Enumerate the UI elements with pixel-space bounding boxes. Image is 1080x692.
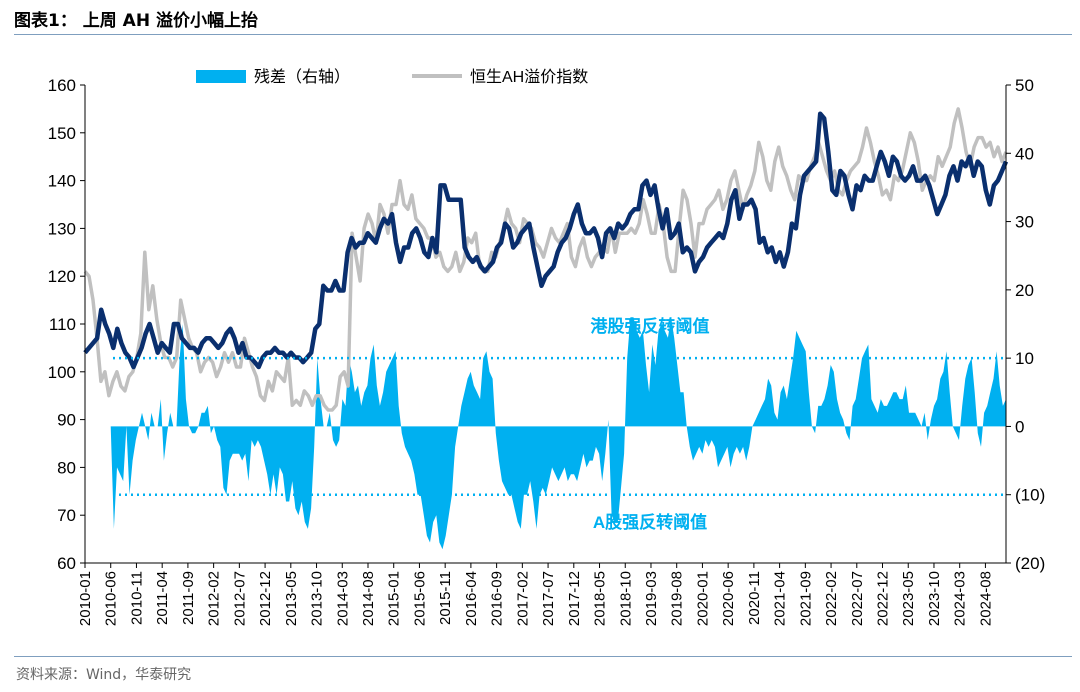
- x-tick-label: 2022-02: [823, 571, 840, 626]
- hk-threshold-label: 港股强反转阈值: [591, 316, 710, 336]
- legend: 残差（右轴） 恒生AH溢价指数: [196, 68, 588, 86]
- left-tick-label: 60: [57, 554, 76, 573]
- left-tick-label: 110: [49, 315, 76, 334]
- threshold-layer: 港股强反转阈值 A股强反转阈值: [113, 316, 1006, 532]
- left-tick-label: 140: [48, 172, 76, 191]
- left-tick-label: 70: [57, 506, 76, 525]
- x-tick-label: 2020-11: [746, 571, 763, 625]
- x-tick-label: 2014-03: [334, 571, 351, 626]
- left-tick-label: 80: [57, 458, 76, 477]
- x-tick-label: 2019-08: [669, 571, 686, 626]
- source-note: 资料来源：Wind，华泰研究: [16, 667, 192, 683]
- left-tick-label: 100: [48, 363, 76, 382]
- x-tick-label: 2024-03: [952, 571, 969, 626]
- x-tick-label: 2021-04: [772, 571, 789, 626]
- x-tick-label: 2015-06: [411, 571, 428, 626]
- right-tick-label: 20: [1015, 281, 1034, 300]
- spread-area: [110, 317, 1006, 550]
- spread-area-layer: [110, 317, 1006, 550]
- x-tick-label: 2012-02: [206, 571, 223, 626]
- legend-label-spread: 残差（右轴）: [254, 68, 350, 86]
- x-tick-label: 2018-05: [592, 571, 609, 626]
- right-tick-label: 10: [1015, 349, 1034, 368]
- x-tick-label: 2014-08: [360, 571, 377, 626]
- header-divider: [14, 34, 1072, 35]
- x-tick-label: 2021-09: [797, 571, 814, 626]
- left-tick-label: 90: [57, 411, 76, 430]
- x-tick-label: 2010-11: [129, 571, 146, 625]
- dark-blue-line: [83, 111, 1009, 370]
- right-tick-label: 50: [1015, 76, 1034, 95]
- legend-swatch-spread: [196, 70, 246, 83]
- x-tick-label: 2016-04: [463, 571, 480, 626]
- x-tick-label: 2011-04: [154, 571, 171, 625]
- left-tick-label: 150: [48, 124, 76, 143]
- x-tick-label: 2023-05: [900, 571, 917, 626]
- x-tick-label: 2019-03: [643, 571, 660, 626]
- x-tick-label: 2022-12: [875, 571, 892, 626]
- left-tick-label: 120: [48, 267, 76, 286]
- x-tick-label: 2013-05: [283, 571, 300, 626]
- right-tick-label: (20): [1015, 554, 1045, 573]
- x-tick-label: 2012-12: [257, 571, 274, 626]
- left-tick-label: 160: [48, 76, 76, 95]
- main-line-layer: [83, 111, 1009, 370]
- left-tick-label: 130: [48, 219, 76, 238]
- figure-title: 图表1： 上周 AH 溢价小幅上抬: [14, 11, 258, 31]
- x-tick-label: 2018-10: [617, 571, 634, 626]
- x-tick-label: 2015-01: [386, 571, 403, 626]
- ah-index-line-layer: [83, 107, 1008, 412]
- footer-divider: [14, 656, 1072, 657]
- x-tick-label: 2010-06: [103, 571, 120, 626]
- right-tick-label: 40: [1015, 144, 1034, 163]
- x-tick-label: 2022-07: [849, 571, 866, 626]
- x-tick-label: 2017-02: [514, 571, 531, 626]
- right-tick-label: 0: [1015, 417, 1024, 436]
- x-tick-label: 2016-09: [489, 571, 506, 626]
- x-tick-label: 2024-08: [977, 571, 994, 626]
- x-tick-label: 2023-10: [926, 571, 943, 626]
- ah-index-line: [83, 107, 1008, 412]
- right-tick-label: (10): [1015, 486, 1045, 505]
- x-tick-label: 2012-07: [231, 571, 248, 626]
- x-tick-label: 2017-07: [540, 571, 557, 626]
- x-tick-label: 2015-11: [437, 571, 454, 625]
- a-threshold-label: A股强反转阈值: [593, 512, 707, 532]
- x-tick-label: 2020-01: [694, 571, 711, 626]
- x-tick-label: 2017-12: [566, 571, 583, 626]
- x-tick-label: 2013-10: [309, 571, 326, 626]
- right-tick-label: 30: [1015, 213, 1034, 232]
- x-tick-label: 2010-01: [77, 571, 94, 626]
- x-tick-label: 2011-09: [180, 571, 197, 625]
- legend-label-index: 恒生AH溢价指数: [470, 68, 588, 86]
- x-tick-label: 2020-06: [720, 571, 737, 626]
